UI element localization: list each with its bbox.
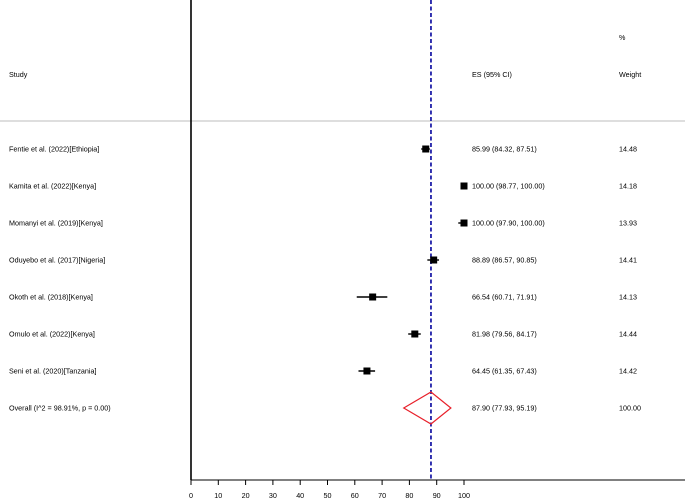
study-label: Omulo et al. (2022)[Kenya] [9,330,95,339]
study-weight: 14.48 [619,145,637,154]
overall-effect-size-value: 87.90 (77.93, 95.19) [472,404,537,413]
study-label: Seni et al. (2020)[Tanzania] [9,367,97,376]
x-tick-label: 20 [242,491,250,500]
study-label: Okoth et al. (2018)[Kenya] [9,293,93,302]
overall-diamond [402,391,452,425]
effect-size-value: 81.98 (79.56, 84.17) [472,330,537,339]
study-label: Fentie et al. (2022)[Ethiopia] [9,145,99,154]
x-tick-label: 10 [214,491,222,500]
study-column-header: Study [9,70,28,79]
x-tick-label: 40 [296,491,304,500]
effect-size-marker [363,367,371,375]
study-label: Kamita et al. (2022)[Kenya] [9,182,96,191]
x-tick-label: 50 [324,491,332,500]
x-tick-label: 0 [189,491,193,500]
overall-label: Overall (I^2 = 98.91%, p = 0.00) [9,404,111,413]
study-label: Oduyebo et al. (2017)[Nigeria] [9,256,105,265]
x-axis-ticks: 0 10 20 30 40 50 60 70 80 90 100 [189,480,470,500]
study-weight: 13.93 [619,219,637,228]
x-tick-label: 30 [269,491,277,500]
x-tick-label: 80 [405,491,413,500]
study-weight: 14.41 [619,256,637,265]
x-tick-label: 90 [433,491,441,500]
effect-size-value: 88.89 (86.57, 90.85) [472,256,537,265]
study-weight: 14.18 [619,182,637,191]
effect-size-value: 66.54 (60.71, 71.91) [472,293,537,302]
effect-size-value: 85.99 (84.32, 87.51) [472,145,537,154]
study-weight: 14.42 [619,367,637,376]
weight-column-header: Weight [619,70,641,79]
study-weight: 14.13 [619,293,637,302]
study-label: Momanyi et al. (2019)[Kenya] [9,219,103,228]
es-column-header: ES (95% CI) [472,70,512,79]
effect-size-marker [369,293,377,301]
effect-size-value: 100.00 (97.90, 100.00) [472,219,545,228]
study-weight: 14.44 [619,330,637,339]
study-rows: Fentie et al. (2022)[Ethiopia] 85.99 (84.… [9,0,641,480]
x-tick-label: 60 [351,491,359,500]
weight-header-percent: % [619,33,626,42]
effect-size-value: 64.45 (61.35, 67.43) [472,367,537,376]
effect-size-marker [430,256,438,264]
effect-size-value: 100.00 (98.77, 100.00) [472,182,545,191]
effect-size-marker [422,145,430,153]
effect-size-marker [460,219,468,227]
effect-size-marker [460,182,468,190]
x-tick-label: 70 [378,491,386,500]
overall-weight: 100.00 [619,404,641,413]
x-tick-label: 100 [458,491,470,500]
effect-size-marker [411,330,419,338]
